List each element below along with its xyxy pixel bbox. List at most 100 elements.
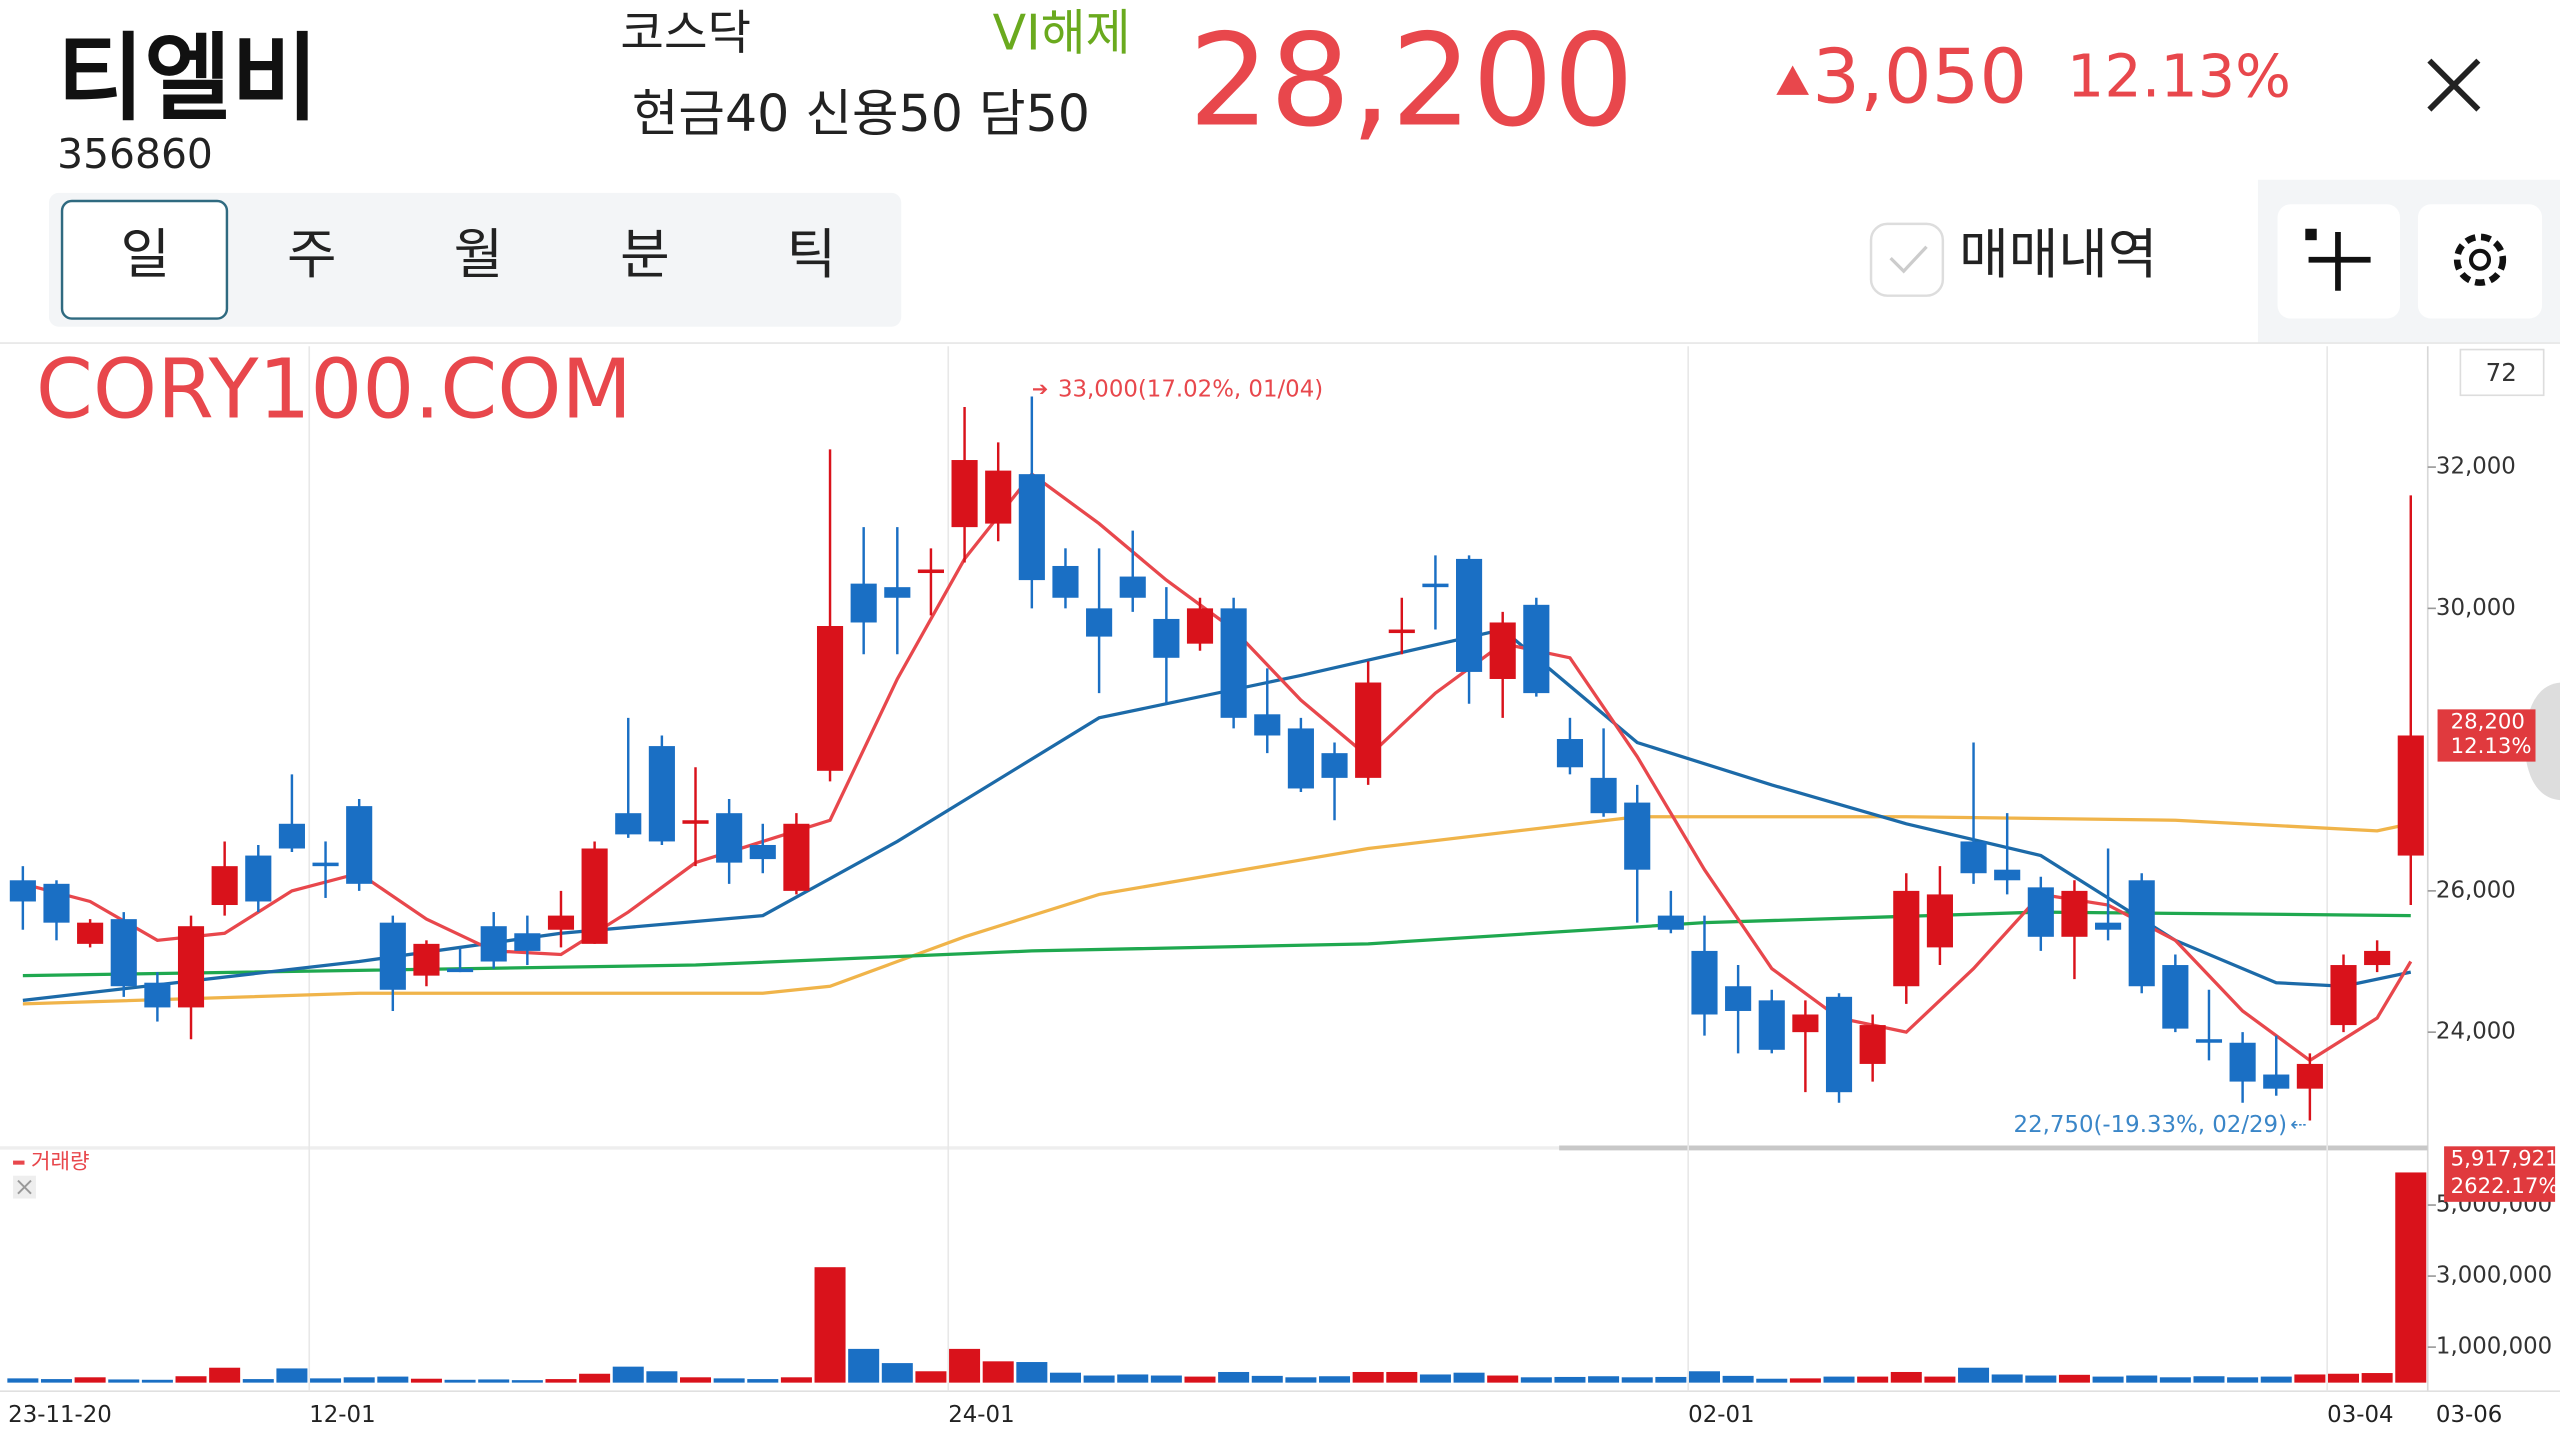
price-tag-price: 28,200 bbox=[2451, 709, 2525, 734]
candle-body bbox=[1657, 915, 1684, 930]
candle-body bbox=[2397, 735, 2424, 856]
volume-tag bbox=[2444, 1146, 2556, 1202]
volume-bar bbox=[2260, 1376, 2292, 1383]
candle-body bbox=[1119, 576, 1146, 598]
volume-bar bbox=[1588, 1376, 1620, 1383]
candle-body bbox=[110, 919, 137, 987]
candle-body bbox=[2229, 1042, 2256, 1082]
candle-body bbox=[144, 982, 171, 1008]
candle-body bbox=[1624, 802, 1651, 870]
volume-bar bbox=[1520, 1377, 1552, 1383]
period-tab[interactable]: 분 bbox=[620, 223, 670, 286]
x-tick-label: 03-06 bbox=[2436, 1402, 2502, 1428]
period-tab[interactable]: 일 bbox=[121, 223, 171, 286]
candle-body bbox=[1926, 894, 1953, 948]
y-tick-label: 3,000,000 bbox=[2436, 1263, 2552, 1289]
x-tick-label: 02-01 bbox=[1688, 1402, 1754, 1428]
volume-bar bbox=[1117, 1374, 1149, 1383]
volume-bar bbox=[276, 1368, 308, 1383]
period-tab[interactable]: 주 bbox=[287, 223, 337, 286]
trade-history[interactable]: 매매내역 bbox=[1959, 223, 2157, 286]
crosshair-dot bbox=[2305, 228, 2317, 241]
volume-bar bbox=[1554, 1376, 1586, 1383]
volume-bar bbox=[2294, 1374, 2326, 1383]
price-tag bbox=[2437, 709, 2536, 762]
volume-bar bbox=[680, 1377, 712, 1383]
tab-bar bbox=[48, 192, 902, 327]
volume-bar bbox=[1991, 1374, 2023, 1383]
volume-bar bbox=[511, 1380, 543, 1383]
y-tick-label: 32,000 bbox=[2436, 454, 2516, 480]
check-mark bbox=[1889, 245, 1928, 274]
volume-bar bbox=[2159, 1377, 2191, 1383]
volume-bar bbox=[713, 1378, 745, 1383]
candle-body bbox=[1355, 682, 1382, 778]
candle-body bbox=[2027, 887, 2054, 937]
volume-bar bbox=[2227, 1377, 2259, 1383]
volume-bar bbox=[848, 1348, 880, 1383]
candle-body bbox=[1691, 950, 1718, 1015]
candle-body bbox=[1792, 1014, 1819, 1033]
volume-bar bbox=[982, 1361, 1014, 1383]
volume-tag-value: 5,917,921 bbox=[2451, 1146, 2559, 1171]
period-box bbox=[2459, 348, 2545, 397]
volume-bar bbox=[1823, 1376, 1855, 1383]
low-note: 22,750(-19.33%, 02/29) bbox=[2014, 1112, 2287, 1138]
candle-body bbox=[1153, 618, 1180, 658]
candle-body bbox=[2195, 1039, 2223, 1043]
current-price: 28,200 bbox=[1189, 8, 1635, 156]
candle-body bbox=[2263, 1074, 2290, 1089]
volume-bar bbox=[2193, 1376, 2225, 1383]
gear-hole bbox=[2468, 248, 2492, 271]
volume-bar bbox=[7, 1378, 39, 1383]
candle-body bbox=[312, 862, 339, 867]
volume-close-icon bbox=[17, 1179, 32, 1195]
price-tag-rate: 12.13% bbox=[2451, 734, 2532, 759]
volume-bar bbox=[40, 1379, 72, 1383]
candle-body bbox=[43, 883, 70, 923]
candle-body bbox=[1590, 777, 1617, 814]
price-change: 3,050 bbox=[1812, 32, 2027, 120]
candle-body bbox=[177, 926, 205, 1008]
x-tick-label: 24-01 bbox=[948, 1402, 1014, 1428]
settings-button[interactable] bbox=[2417, 204, 2543, 319]
candle-body bbox=[884, 587, 911, 598]
checkbox[interactable] bbox=[1869, 222, 1945, 297]
market: 코스닥 bbox=[620, 6, 751, 61]
candle-body bbox=[783, 823, 810, 891]
volume-bar bbox=[780, 1377, 812, 1383]
candle-body bbox=[1220, 608, 1247, 718]
y-tick-label: 26,000 bbox=[2436, 877, 2516, 903]
period-tab[interactable]: 틱 bbox=[787, 223, 837, 286]
candle-body bbox=[278, 823, 305, 849]
candle-body bbox=[716, 813, 743, 863]
candle-body bbox=[816, 626, 844, 771]
close-button[interactable] bbox=[2427, 58, 2481, 112]
candle-body bbox=[1758, 1000, 1785, 1050]
period-tab[interactable]: 월 bbox=[454, 223, 504, 286]
candle-body bbox=[245, 855, 272, 902]
volume-bar bbox=[1150, 1375, 1182, 1383]
volume-bar bbox=[1218, 1371, 1250, 1383]
candle-body bbox=[615, 813, 642, 835]
candle-body bbox=[2095, 922, 2122, 930]
candle-body bbox=[1994, 869, 2021, 881]
candle-body bbox=[648, 746, 675, 842]
candle-body bbox=[1523, 604, 1550, 694]
candle-body bbox=[1825, 996, 1853, 1093]
candle-body bbox=[211, 866, 238, 906]
candle-body bbox=[413, 943, 440, 976]
stock-code: 356860 bbox=[57, 130, 213, 178]
candle-body bbox=[850, 583, 877, 623]
volume-bar bbox=[1049, 1372, 1081, 1383]
candle-body bbox=[1893, 890, 1920, 987]
volume-bar bbox=[1890, 1371, 1922, 1383]
candle-body bbox=[1725, 986, 1752, 1011]
volume-bar bbox=[612, 1366, 644, 1383]
candle-body bbox=[514, 933, 541, 951]
candle-body bbox=[917, 569, 944, 574]
x-tick-label: 23-11-20 bbox=[8, 1402, 112, 1428]
volume-bar bbox=[1722, 1375, 1754, 1383]
volume-bar bbox=[2328, 1373, 2360, 1383]
candle-body bbox=[2162, 965, 2189, 1029]
